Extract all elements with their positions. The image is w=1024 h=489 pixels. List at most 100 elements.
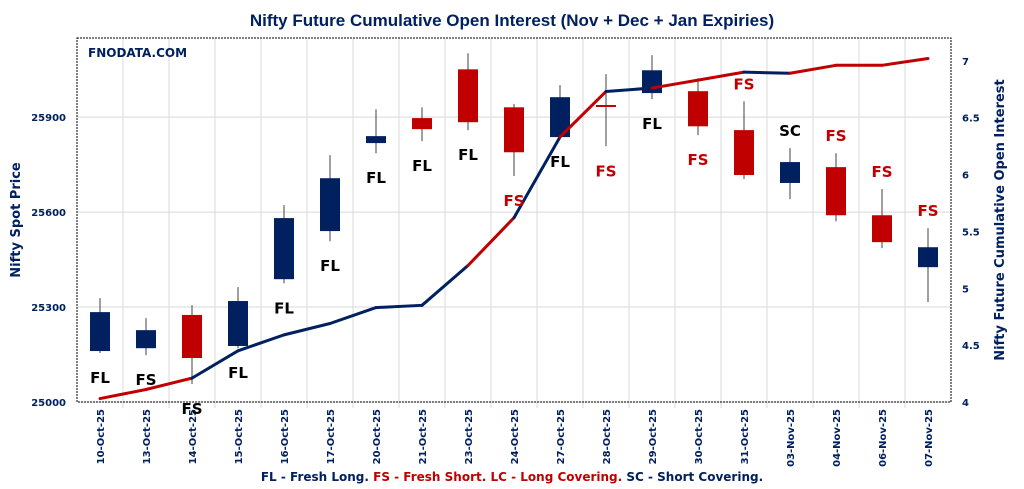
oi-line-segment [190, 349, 240, 380]
x-tick-label: 17-Oct-25 [326, 409, 337, 464]
signal-label: FS [917, 202, 938, 220]
signal-label: FL [320, 257, 340, 275]
signal-label: FL [366, 169, 386, 187]
candles [90, 53, 938, 384]
oi-line-segment [880, 56, 930, 67]
signal-label: SC [779, 122, 801, 140]
signal-label: FS [733, 75, 754, 93]
oi-line-segment [282, 322, 332, 337]
open-interest-line [98, 56, 930, 401]
oi-line-segment [696, 70, 746, 82]
y-tick-label: 25000 [31, 398, 66, 409]
oi-line-segment [512, 135, 562, 220]
y2-tick-label: 6 [962, 171, 969, 182]
x-tick-label: 24-Oct-25 [510, 409, 521, 464]
x-tick-label: 07-Nov-25 [924, 409, 935, 467]
signal-label: FS [135, 371, 156, 389]
y2-tick-label: 7 [962, 57, 969, 68]
x-tick-label: 16-Oct-25 [280, 409, 291, 464]
signal-label: FS [181, 400, 202, 418]
x-tick-label: 14-Oct-25 [188, 409, 199, 464]
signal-label: FS [503, 192, 524, 210]
signal-label: FL [412, 157, 432, 175]
signal-label: FL [458, 146, 478, 164]
plot-border [76, 37, 952, 403]
candle-body [688, 91, 708, 127]
candle-body [274, 218, 294, 280]
legend: FL - Fresh Long. FS - Fresh Short. LC - … [261, 470, 763, 484]
x-tick-label: 15-Oct-25 [234, 409, 245, 464]
oi-line-segment [650, 78, 700, 90]
oi-line-segment [236, 333, 286, 353]
signal-label: FL [550, 153, 570, 171]
x-tick-label: 20-Oct-25 [372, 409, 383, 464]
signal-label: FS [595, 162, 616, 180]
y-tick-label: 25900 [31, 113, 66, 124]
oi-line-segment [328, 306, 378, 326]
legend-item: SC - Short Covering. [626, 470, 763, 484]
oi-line-segment [788, 63, 838, 75]
signal-label: FS [825, 127, 846, 145]
candle-body [90, 312, 110, 352]
x-tick-label: 21-Oct-25 [418, 409, 429, 464]
x-tick-label: 30-Oct-25 [694, 409, 705, 464]
oi-line-segment [98, 387, 148, 401]
x-axis: 10-Oct-25 13-Oct-25 14-Oct-25 15-Oct-25 16-O… [96, 409, 935, 467]
oi-line-segment [466, 216, 516, 267]
x-tick-label: 28-Oct-25 [602, 409, 613, 464]
x-tick-label: 06-Nov-25 [878, 409, 889, 467]
legend-item: FS - Fresh Short. LC - Long Covering. [373, 470, 626, 484]
y2-tick-label: 5.5 [962, 227, 980, 238]
y-tick-label: 25300 [31, 303, 66, 314]
x-tick-label: 27-Oct-25 [556, 409, 567, 464]
candle-body [458, 69, 478, 123]
oi-line-segment [742, 70, 792, 75]
candle-body [366, 136, 386, 144]
legend-item: FL - Fresh Long. [261, 470, 373, 484]
x-tick-label: 23-Oct-25 [464, 409, 475, 464]
oi-line-segment [420, 264, 470, 307]
y-axis-right: 4 4.5 5 5.5 6 6.5 7 [962, 57, 980, 409]
candle-body [550, 97, 570, 138]
candle-body [228, 301, 248, 346]
signal-label: FL [274, 299, 294, 317]
signal-label: FL [642, 115, 662, 133]
signal-label: FL [228, 364, 248, 382]
signal-label: FS [687, 151, 708, 169]
candle-body [872, 215, 892, 243]
x-tick-label: 13-Oct-25 [142, 409, 153, 464]
y2-tick-label: 4.5 [962, 341, 980, 352]
y2-axis-title: Nifty Future Cumulative Open Interest [993, 79, 1008, 361]
y-tick-label: 25600 [31, 208, 66, 219]
candle-body [320, 178, 340, 232]
signal-label: FS [871, 163, 892, 181]
candle-body [780, 162, 800, 183]
y-axis-title: Nifty Spot Price [9, 162, 24, 278]
oi-line-segment [604, 86, 654, 93]
candle-body [412, 118, 432, 130]
y2-tick-label: 4 [962, 398, 969, 409]
oi-line-segment [144, 376, 194, 391]
candle-body [504, 107, 524, 153]
oi-line-segment [558, 89, 608, 139]
watermark: FNODATA.COM [88, 46, 187, 60]
signal-labels: FL FS FS FL FL FL FL FL FL FS FL FS FL FS FS SC FS FS FS [90, 75, 938, 418]
x-tick-label: 04-Nov-25 [832, 409, 843, 467]
candle-body [136, 330, 156, 349]
y-axis-left: 25000 25300 25600 25900 [31, 113, 66, 409]
gridlines [77, 38, 951, 408]
y2-tick-label: 5 [962, 284, 969, 295]
candle-body [182, 314, 202, 359]
x-tick-label: 10-Oct-25 [96, 409, 107, 464]
x-tick-label: 31-Oct-25 [740, 409, 751, 464]
oi-line-segment [374, 303, 424, 310]
candle-body [734, 130, 754, 176]
candle-body [826, 167, 846, 216]
candle-body [918, 247, 938, 268]
y2-tick-label: 6.5 [962, 114, 980, 125]
chart-title: Nifty Future Cumulative Open Interest (N… [250, 11, 774, 30]
x-tick-label: 29-Oct-25 [648, 409, 659, 464]
x-tick-label: 03-Nov-25 [786, 409, 797, 467]
signal-label: FL [90, 369, 110, 387]
